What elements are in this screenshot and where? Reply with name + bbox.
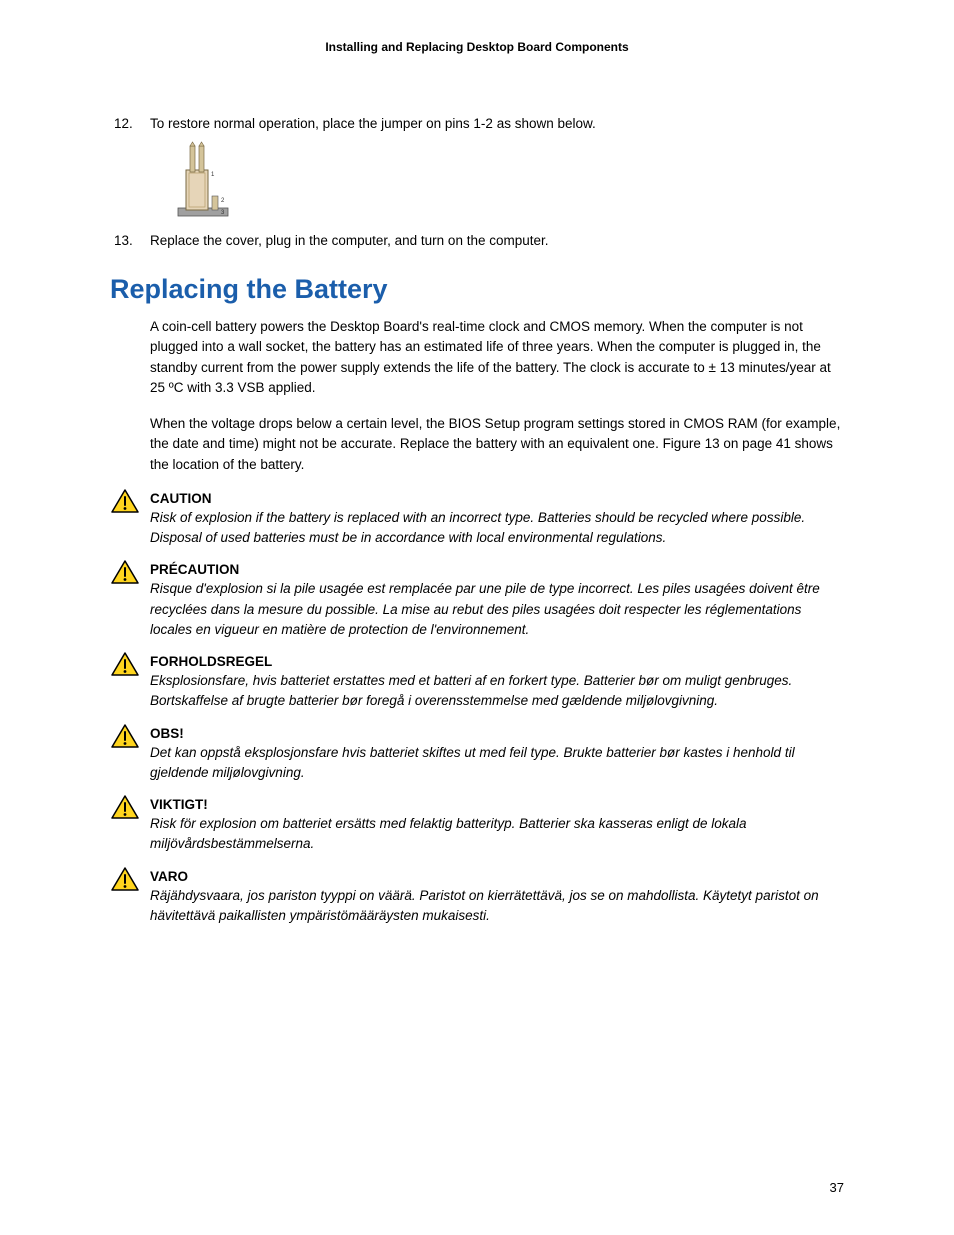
step-12: 12. To restore normal operation, place t…	[110, 114, 844, 134]
warning-text: Risque d'explosion si la pile usagée est…	[150, 579, 844, 640]
page-number: 37	[830, 1180, 844, 1195]
svg-text:2: 2	[221, 198, 225, 204]
section-heading: Replacing the Battery	[110, 274, 844, 305]
warning-block: CAUTION Risk of explosion if the battery …	[110, 491, 844, 549]
warning-text: Risk of explosion if the battery is repl…	[150, 508, 844, 549]
warning-title: PRÉCAUTION	[150, 562, 844, 577]
caution-icon	[110, 794, 140, 825]
caution-icon	[110, 651, 140, 682]
body-paragraph-1: A coin-cell battery powers the Desktop B…	[150, 317, 844, 398]
warning-block: PRÉCAUTION Risque d'explosion si la pile …	[110, 562, 844, 640]
warning-text: Risk för explosion om batteriet ersätts …	[150, 814, 844, 855]
warning-block: FORHOLDSREGEL Eksplosionsfare, hvis batte…	[110, 654, 844, 712]
step-text: Replace the cover, plug in the computer,…	[150, 233, 549, 248]
warning-title: FORHOLDSREGEL	[150, 654, 844, 669]
caution-icon	[110, 723, 140, 754]
warning-title: VIKTIGT!	[150, 797, 844, 812]
caution-icon	[110, 488, 140, 519]
warning-text: Eksplosionsfare, hvis batteriet erstatte…	[150, 671, 844, 712]
body-paragraph-2: When the voltage drops below a certain l…	[150, 414, 844, 475]
warning-title: OBS!	[150, 726, 844, 741]
step-number: 12.	[114, 114, 133, 134]
svg-text:1: 1	[211, 172, 215, 178]
jumper-diagram: 3 2 1	[174, 140, 844, 225]
page-header: Installing and Replacing Desktop Board C…	[110, 40, 844, 54]
warning-block: VIKTIGT! Risk för explosion om batteriet …	[110, 797, 844, 855]
caution-icon	[110, 559, 140, 590]
warning-title: CAUTION	[150, 491, 844, 506]
step-number: 13.	[114, 231, 133, 251]
warning-title: VARO	[150, 869, 844, 884]
step-text: To restore normal operation, place the j…	[150, 116, 596, 131]
step-13: 13. Replace the cover, plug in the compu…	[110, 231, 844, 251]
warning-text: Räjähdysvaara, jos pariston tyyppi on vä…	[150, 886, 844, 927]
warning-block: VARO Räjähdysvaara, jos pariston tyyppi o…	[110, 869, 844, 927]
caution-icon	[110, 866, 140, 897]
warning-block: OBS! Det kan oppstå eksplosjonsfare hvis …	[110, 726, 844, 784]
warning-text: Det kan oppstå eksplosjonsfare hvis batt…	[150, 743, 844, 784]
